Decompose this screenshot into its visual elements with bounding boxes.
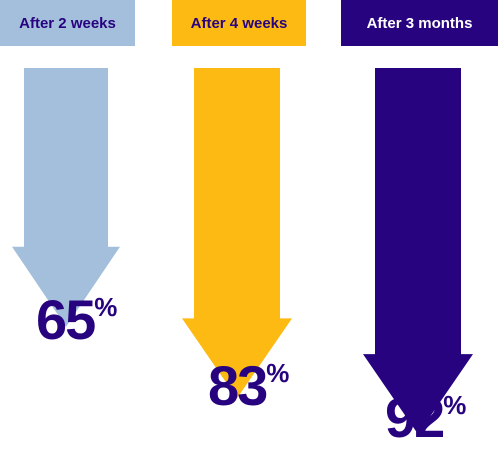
header-label-after-3-months: After 3 months	[366, 14, 473, 32]
percent-sign-65: %	[94, 292, 118, 322]
percent-sign-83: %	[266, 358, 290, 388]
value-label-after-3-months: 92%	[385, 390, 466, 446]
header-after-2-weeks: After 2 weeks	[0, 0, 135, 46]
value-number-65: 65	[36, 288, 96, 351]
value-label-after-4-weeks: 83%	[208, 358, 289, 414]
value-label-after-2-weeks: 65%	[36, 292, 117, 348]
percent-sign-92: %	[443, 390, 467, 420]
value-number-83: 83	[208, 354, 268, 417]
header-label-after-4-weeks: After 4 weeks	[190, 14, 288, 32]
value-number-92: 92	[385, 386, 445, 449]
arrow-after-3-months	[363, 68, 473, 435]
header-after-4-weeks: After 4 weeks	[172, 0, 306, 46]
arrow-after-2-weeks	[12, 68, 120, 327]
arrow-after-4-weeks	[182, 68, 292, 399]
header-label-after-2-weeks: After 2 weeks	[19, 14, 116, 32]
header-after-3-months: After 3 months	[341, 0, 498, 46]
